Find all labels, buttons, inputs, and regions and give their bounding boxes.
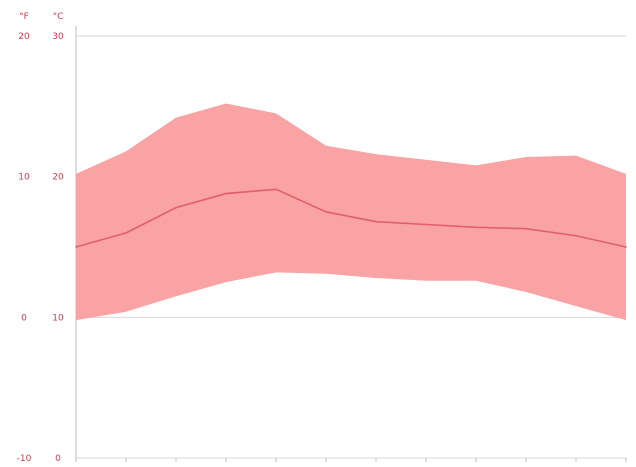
mean-point-5 bbox=[275, 188, 277, 191]
y-tick-outer-0: 20 bbox=[18, 32, 30, 42]
mean-point-7 bbox=[375, 220, 377, 223]
y-tick-outer-1: 10 bbox=[18, 173, 30, 183]
mean-point-6 bbox=[325, 211, 327, 213]
y-tick-outer-3: -10 bbox=[17, 454, 32, 464]
y-tick-outer-2: 0 bbox=[21, 313, 27, 323]
y-tick-inner-3: 0 bbox=[55, 454, 61, 464]
mean-point-3 bbox=[175, 206, 177, 209]
y-tick-inner-0: 30 bbox=[52, 32, 64, 42]
y-axis-title-inner: °C bbox=[53, 12, 64, 22]
mean-point-11 bbox=[575, 234, 577, 237]
mean-point-9 bbox=[475, 226, 477, 229]
mean-point-4 bbox=[225, 192, 227, 195]
mean-point-12 bbox=[625, 246, 627, 248]
y-tick-inner-2: 10 bbox=[52, 313, 64, 323]
mean-point-2 bbox=[125, 232, 127, 234]
y-tick-inner-1: 20 bbox=[52, 173, 64, 183]
mean-point-8 bbox=[425, 223, 427, 226]
temperature-range-band bbox=[76, 103, 626, 321]
y-axis-title-outer: °F bbox=[19, 12, 29, 22]
mean-point-1 bbox=[75, 246, 77, 248]
mean-point-10 bbox=[525, 227, 527, 230]
mean-temperature-line bbox=[75, 188, 627, 248]
